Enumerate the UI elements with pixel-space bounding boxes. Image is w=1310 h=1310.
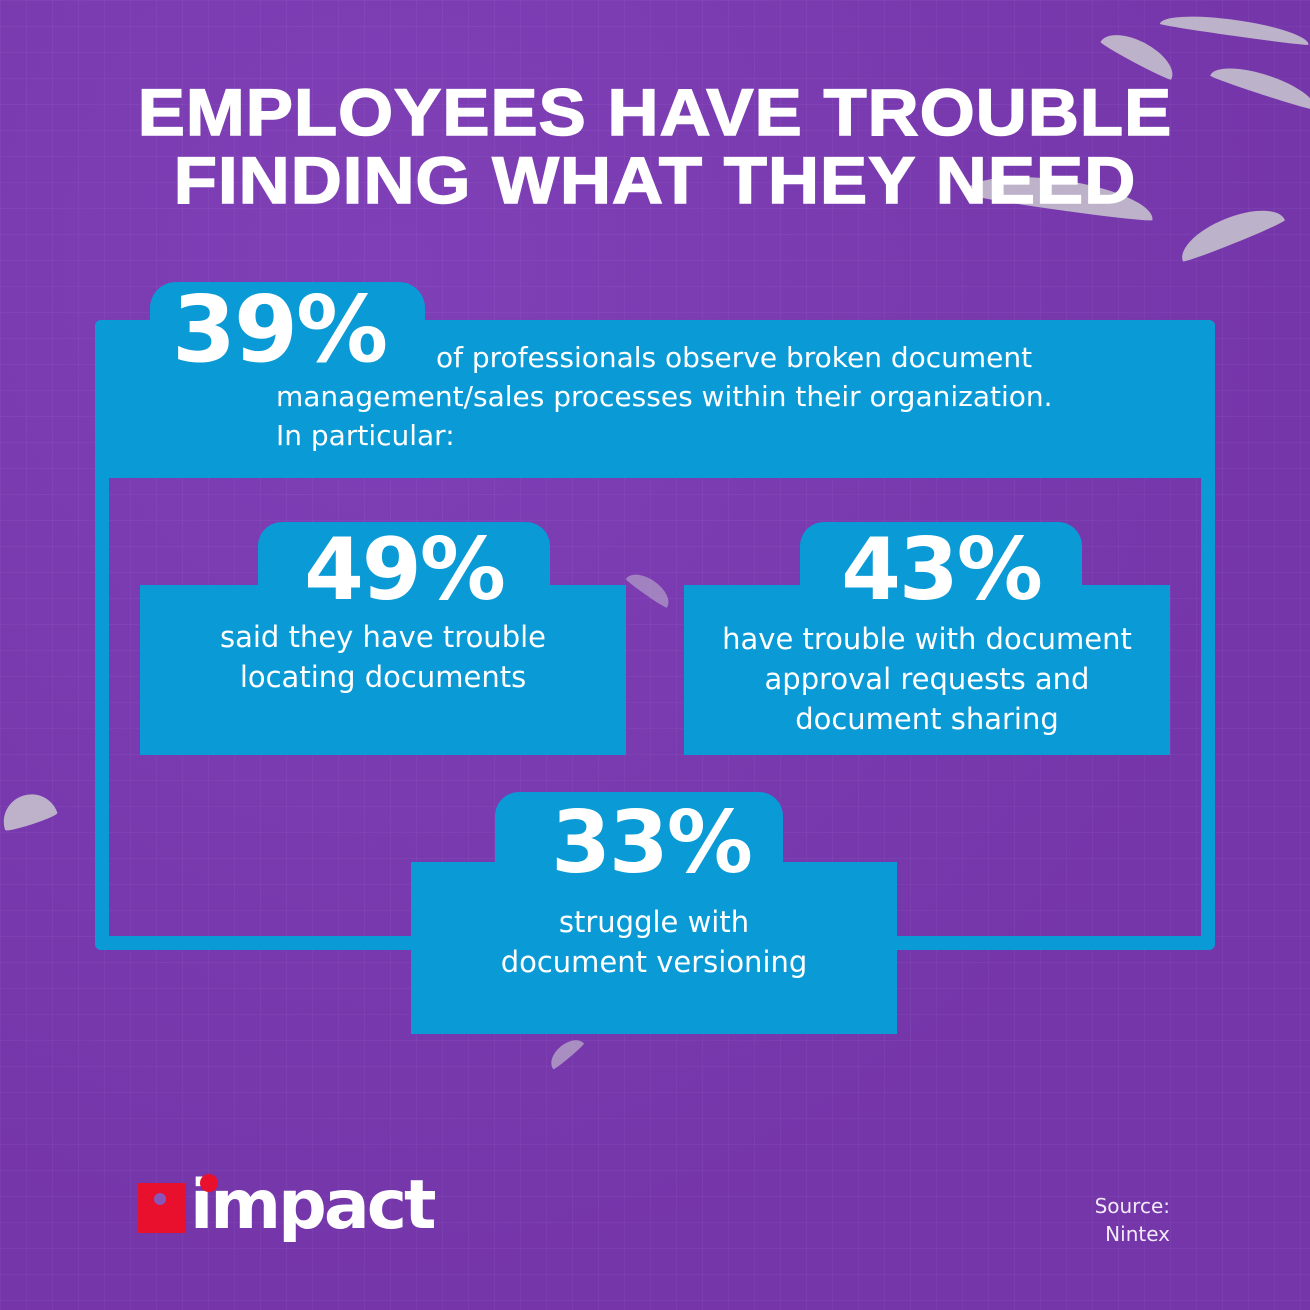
stat-card-versioning: struggle with document versioning <box>411 862 897 1034</box>
stat-description: have trouble with document approval requ… <box>684 619 1170 739</box>
stat-line: approval requests and <box>764 662 1090 696</box>
logo-text: impact <box>190 1166 437 1245</box>
main-stat-line-2: management/sales processes within their … <box>276 380 1053 413</box>
stat-value-approval: 43% <box>841 520 1043 620</box>
main-stat-line-1: of professionals observe broken document <box>436 341 1033 374</box>
source-label: Source: <box>1094 1194 1170 1218</box>
paint-splash-decoration <box>0 787 59 833</box>
paint-splash-decoration <box>1159 9 1310 47</box>
stat-line: said they have trouble <box>220 620 546 654</box>
main-stat-value: 39% <box>172 276 388 383</box>
stat-description: struggle with document versioning <box>411 902 897 982</box>
paint-splash-decoration <box>545 1033 585 1071</box>
source-name: Nintex <box>1105 1222 1170 1246</box>
logo-dot-icon <box>200 1174 218 1192</box>
stat-line: have trouble with document <box>722 622 1132 656</box>
logo-square-icon <box>138 1183 186 1233</box>
stat-line: document sharing <box>795 702 1059 736</box>
stat-description: said they have trouble locating document… <box>140 617 626 697</box>
stat-line: struggle with <box>558 905 750 939</box>
stat-card-approval: have trouble with document approval requ… <box>684 585 1170 755</box>
page-title: EMPLOYEES HAVE TROUBLE FINDING WHAT THEY… <box>0 75 1310 217</box>
title-line-1: EMPLOYEES HAVE TROUBLE <box>137 75 1173 149</box>
stat-line: locating documents <box>239 660 527 694</box>
stat-line: document versioning <box>500 945 808 979</box>
stat-card-locating: said they have trouble locating document… <box>140 585 626 755</box>
main-stat-panel <box>95 320 1215 478</box>
title-line-2: FINDING WHAT THEY NEED <box>173 143 1137 217</box>
main-stat-line-3: In particular: <box>276 419 455 452</box>
impact-logo: impact <box>138 1166 437 1245</box>
main-stat-tab <box>150 282 425 342</box>
stat-value-locating: 49% <box>304 520 506 620</box>
stat-value-versioning: 33% <box>551 793 753 893</box>
source-credit: Source: Nintex <box>1095 1192 1170 1248</box>
paint-splash-decoration <box>1099 24 1181 82</box>
main-stat-description: of professionals observe broken document… <box>276 338 1196 455</box>
